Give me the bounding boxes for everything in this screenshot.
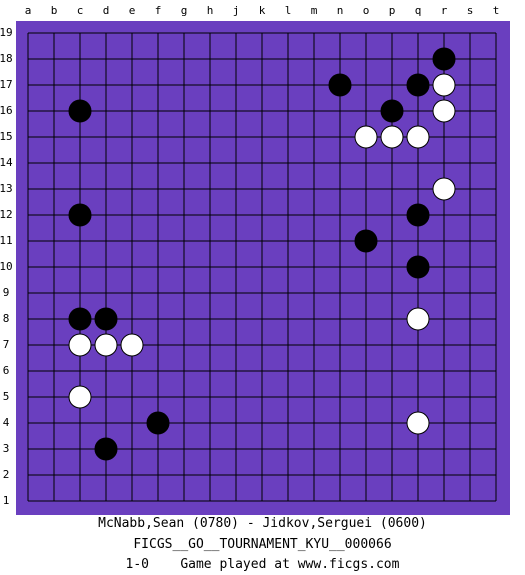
black-stone	[94, 437, 118, 461]
black-stone	[68, 99, 92, 123]
row-label: 2	[2, 468, 10, 481]
row-label: 16	[0, 104, 13, 117]
row-label: 19	[0, 26, 13, 39]
column-label: e	[128, 4, 136, 17]
column-label: a	[24, 4, 32, 17]
column-label: t	[492, 4, 500, 17]
column-label: m	[310, 4, 318, 17]
column-label: p	[388, 4, 396, 17]
column-label: g	[180, 4, 188, 17]
white-stone	[120, 333, 144, 357]
column-label: h	[206, 4, 214, 17]
row-label: 14	[0, 156, 13, 169]
white-stone	[406, 411, 430, 435]
column-label: j	[232, 4, 240, 17]
black-stone	[146, 411, 170, 435]
column-label: d	[102, 4, 110, 17]
black-stone	[354, 229, 378, 253]
black-stone	[94, 307, 118, 331]
tournament-caption: FICGS__GO__TOURNAMENT_KYU__000066	[133, 537, 392, 552]
go-board	[16, 21, 510, 515]
board-grid	[27, 32, 497, 502]
row-label: 11	[0, 234, 13, 247]
column-label: b	[50, 4, 58, 17]
column-label: k	[258, 4, 266, 17]
row-label: 10	[0, 260, 13, 273]
column-label: r	[440, 4, 448, 17]
row-label: 4	[2, 416, 10, 429]
white-stone	[68, 385, 92, 409]
black-stone	[406, 255, 430, 279]
row-label: 17	[0, 78, 13, 91]
column-label: c	[76, 4, 84, 17]
column-label: q	[414, 4, 422, 17]
row-label: 7	[2, 338, 10, 351]
black-stone	[406, 203, 430, 227]
row-label: 15	[0, 130, 13, 143]
column-label: l	[284, 4, 292, 17]
row-label: 8	[2, 312, 10, 325]
row-label: 12	[0, 208, 13, 221]
black-stone	[380, 99, 404, 123]
row-label: 13	[0, 182, 13, 195]
white-stone	[406, 307, 430, 331]
column-label: s	[466, 4, 474, 17]
white-stone	[68, 333, 92, 357]
white-stone	[380, 125, 404, 149]
result-caption: 1-0 Game played at www.ficgs.com	[125, 557, 400, 572]
black-stone	[406, 73, 430, 97]
players-caption: McNabb,Sean (0780) - Jidkov,Serguei (060…	[98, 516, 427, 531]
row-label: 5	[2, 390, 10, 403]
white-stone	[432, 73, 456, 97]
black-stone	[68, 203, 92, 227]
row-label: 3	[2, 442, 10, 455]
row-label: 9	[2, 286, 10, 299]
white-stone	[432, 177, 456, 201]
white-stone	[432, 99, 456, 123]
column-label: o	[362, 4, 370, 17]
column-label: f	[154, 4, 162, 17]
row-label: 6	[2, 364, 10, 377]
row-label: 18	[0, 52, 13, 65]
black-stone	[328, 73, 352, 97]
white-stone	[94, 333, 118, 357]
black-stone	[432, 47, 456, 71]
black-stone	[68, 307, 92, 331]
column-label: n	[336, 4, 344, 17]
white-stone	[406, 125, 430, 149]
row-label: 1	[2, 494, 10, 507]
white-stone	[354, 125, 378, 149]
